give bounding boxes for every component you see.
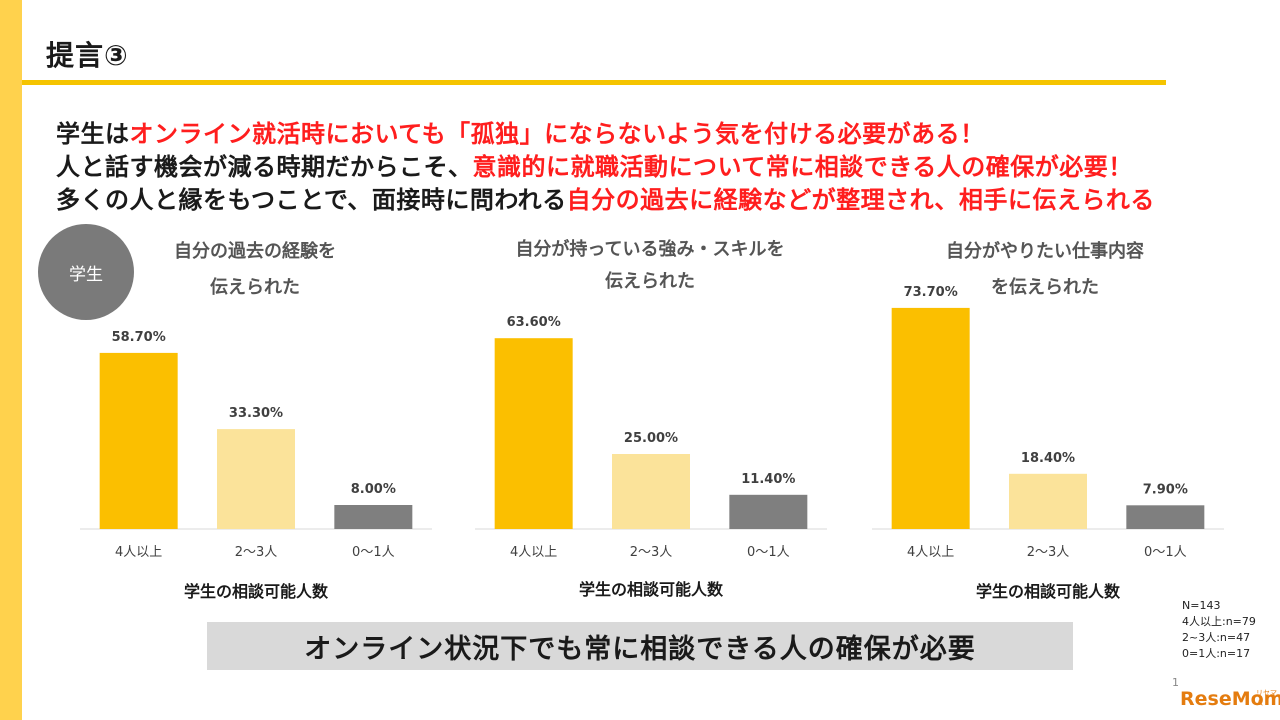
chart-3-data-label-2: 18.40%: [1021, 451, 1075, 466]
chart-3-title-line-1: 自分がやりたい仕事内容: [946, 241, 1144, 262]
side-accent-stripe: [0, 0, 22, 720]
chart-3-category-label-2: 2〜3人: [1027, 545, 1070, 560]
chart-1-title-line-1: 自分の過去の経験を: [174, 241, 336, 262]
chart-3-bar-3: [1126, 505, 1205, 529]
chart-1-category-label-2: 2〜3人: [235, 545, 278, 560]
title-underline: [22, 80, 1166, 85]
message-line-3-highlight: 自分の過去に経験などが整理され、相手に伝えられる: [566, 186, 1155, 214]
chart-2-bar-2: [612, 454, 690, 529]
message-line-1-highlight: オンライン就活時においても「孤独」にならないよう気を付ける必要がある！: [129, 120, 985, 148]
message-line-2-plain: 人と話す機会が減る時期だからこそ、: [56, 153, 473, 181]
chart-1-bars: 58.70% 4人以上 33.30% 2〜3人 8.00% 0〜1人: [80, 330, 432, 560]
message-line-3: 多くの人と縁をもつことで、面接時に問われる自分の過去に経験などが整理され、相手に…: [56, 180, 1155, 215]
chart-1-data-label-3: 8.00%: [351, 482, 396, 497]
chart-2-x-axis-title: 学生の相談可能人数: [578, 580, 723, 599]
resemom-logo-kana: リセマム: [1256, 689, 1277, 707]
chart-1-category-label-1: 4人以上: [115, 545, 162, 560]
chart-2-data-label-2: 25.00%: [624, 431, 678, 446]
message-line-1-plain: 学生は: [56, 120, 130, 148]
chart-2-bars: 63.60% 4人以上 25.00% 2〜3人 11.40% 0〜1人: [475, 315, 827, 560]
chart-2-category-label-2: 2〜3人: [630, 545, 673, 560]
resemom-logo: ReseMom: [1180, 688, 1280, 710]
chart-2-data-label-3: 11.40%: [741, 472, 795, 487]
note-2to3: 2~3人:n=47: [1182, 631, 1251, 644]
chart-1-title: 自分の過去の経験を 伝えられた: [130, 234, 380, 306]
chart-2-title-line-2: 伝えられた: [605, 271, 695, 292]
student-badge: 学生: [38, 224, 134, 320]
chart-2-data-label-1: 63.60%: [507, 315, 561, 330]
message-line-2-highlight: 意識的に就職活動について常に相談できる人の確保が必要！: [472, 153, 1133, 181]
message-line-2: 人と話す機会が減る時期だからこそ、意識的に就職活動について常に相談できる人の確保…: [56, 147, 1133, 182]
chart-2-bar-1: [494, 338, 573, 529]
chart-3-title-line-2: を伝えられた: [991, 277, 1099, 298]
chart-3-data-label-3: 7.90%: [1143, 482, 1188, 497]
chart-3-bar-1: [891, 307, 970, 529]
chart-3-title: 自分がやりたい仕事内容 を伝えられた: [905, 234, 1185, 306]
chart-3-category-label-1: 4人以上: [907, 545, 954, 560]
chart-2-category-label-3: 0〜1人: [747, 545, 790, 560]
slide-title: 提言③: [46, 39, 129, 72]
sample-size-notes: N=143 4人以上:n=79 2~3人:n=47 0=1人:n=17: [1182, 598, 1256, 662]
chart-2-bar-3: [729, 494, 808, 529]
chart-1-bar-2: [217, 429, 295, 529]
message-line-3-plain: 多くの人と縁をもつことで、面接時に問われる: [56, 186, 567, 214]
chart-1-data-label-2: 33.30%: [229, 406, 283, 421]
chart-2-title-line-1: 自分が持っている強み・スキルを: [515, 239, 785, 260]
chart-1-x-axis-title: 学生の相談可能人数: [183, 582, 328, 601]
message-line-1: 学生はオンライン就活時においても「孤独」にならないよう気を付ける必要がある！: [56, 114, 985, 149]
chart-1-bar-3: [334, 505, 413, 529]
chart-1-data-label-1: 58.70%: [112, 330, 166, 345]
note-total: N=143: [1182, 599, 1221, 612]
page-number: 1: [1172, 676, 1179, 689]
note-4plus: 4人以上:n=79: [1182, 615, 1256, 628]
note-0to1: 0=1人:n=17: [1182, 647, 1251, 660]
conclusion-banner: オンライン状況下でも常に相談できる人の確保が必要: [207, 622, 1073, 670]
chart-3-data-label-1: 73.70%: [904, 285, 958, 300]
chart-2-title: 自分が持っている強み・スキルを 伝えられた: [480, 234, 820, 298]
chart-1-title-line-2: 伝えられた: [210, 277, 300, 298]
chart-3-category-label-3: 0〜1人: [1144, 545, 1187, 560]
chart-3-bars: 73.70% 4人以上 18.40% 2〜3人 7.90% 0〜1人: [872, 285, 1224, 560]
chart-2-category-label-1: 4人以上: [510, 545, 557, 560]
chart-1-category-label-3: 0〜1人: [352, 545, 395, 560]
chart-3-x-axis-title: 学生の相談可能人数: [975, 582, 1120, 601]
chart-3-bar-2: [1009, 473, 1087, 529]
chart-1-bar-1: [99, 352, 178, 529]
